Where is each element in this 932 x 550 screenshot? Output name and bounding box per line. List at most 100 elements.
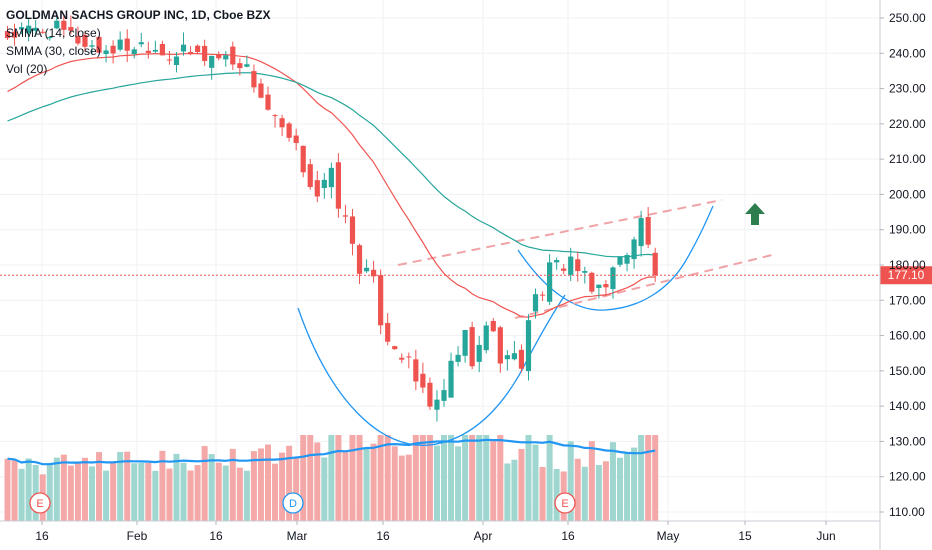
candle-body — [476, 344, 482, 362]
volume-bar — [631, 447, 638, 521]
time-tick-label: 16 — [35, 529, 49, 543]
candle-body — [286, 123, 292, 138]
volume-bar — [384, 435, 391, 521]
volume-bar — [25, 458, 32, 521]
up-arrow-icon — [745, 203, 765, 225]
candle-body — [307, 164, 313, 188]
volume-bar — [356, 435, 363, 521]
volume-bar — [511, 459, 518, 521]
volume-bar — [328, 435, 335, 521]
candle-body — [434, 399, 440, 410]
volume-bar — [243, 470, 250, 521]
candlesticks — [4, 12, 658, 422]
candle-body — [483, 325, 489, 351]
volume-bar — [391, 446, 398, 521]
candle-body — [103, 50, 109, 54]
volume-bar — [405, 454, 412, 521]
event-marker-label: D — [289, 498, 297, 510]
candle-body — [469, 327, 475, 367]
candle-body — [251, 71, 257, 88]
candle-body — [272, 115, 278, 117]
candle-body — [89, 45, 95, 47]
candle-body — [145, 50, 151, 53]
candle-body — [652, 252, 658, 276]
candle-body — [230, 46, 236, 65]
candle-body — [504, 355, 510, 360]
candle-body — [47, 36, 53, 39]
time-axis: 16 Feb 16 Mar 16 Apr 16 May 15 Jun — [0, 520, 880, 543]
candle-body — [371, 269, 377, 277]
candle-body — [40, 31, 46, 33]
volume-bar — [229, 448, 236, 521]
volume-bars — [4, 435, 659, 521]
candle-body — [462, 329, 468, 356]
candle-body — [96, 36, 102, 53]
volume-bar — [53, 457, 60, 521]
volume-bar — [279, 452, 286, 521]
volume-bar — [370, 443, 377, 521]
volume-bar — [265, 444, 271, 521]
volume-bar — [215, 462, 222, 521]
candle-body — [448, 360, 454, 398]
time-tick-label: 16 — [376, 529, 390, 543]
candle-body — [624, 255, 630, 264]
volume-bar — [74, 462, 81, 521]
candle-body — [223, 55, 229, 60]
candle-body — [328, 167, 334, 188]
volume-bar — [624, 453, 631, 521]
volume-bar — [412, 435, 419, 521]
price-axis: 250.00 240.00 230.00 220.00 210.00 200.00 190.… — [879, 0, 926, 550]
legend-smma-30[interactable]: SMMA (30, close) — [6, 44, 101, 58]
candle-body — [19, 27, 25, 30]
candle-body — [131, 49, 137, 55]
volume-bar — [152, 470, 159, 521]
volume-bar — [539, 466, 546, 521]
time-tick-label: 16 — [209, 529, 223, 543]
candle-body — [518, 349, 525, 369]
volume-bar — [180, 462, 187, 521]
volume-bar — [208, 454, 215, 521]
volume-bar — [272, 463, 279, 521]
legend-volume[interactable]: Vol (20) — [6, 62, 48, 76]
volume-bar — [124, 451, 131, 521]
smma-30-line — [7, 72, 656, 258]
candle-body — [490, 320, 496, 332]
volume-bar — [4, 458, 11, 521]
volume-bar — [96, 452, 103, 521]
volume-bar — [81, 457, 88, 521]
time-tick-label: Feb — [127, 529, 148, 543]
volume-bar — [441, 435, 447, 521]
volume-bar — [110, 462, 117, 521]
candle-body — [406, 356, 412, 358]
legend-smma-14[interactable]: SMMA (14, close) — [6, 26, 101, 40]
volume-bar — [546, 435, 553, 521]
candle-body — [420, 373, 426, 388]
volume-bar — [117, 451, 124, 521]
volume-bar — [617, 457, 623, 521]
candle-body — [152, 49, 158, 52]
volume-bar — [236, 467, 243, 521]
candle-body — [209, 55, 215, 68]
smma-lines — [7, 52, 656, 318]
volume-bar — [18, 468, 25, 521]
event-marker-label: E — [561, 498, 568, 510]
candle-body — [342, 215, 349, 217]
volume-bar — [497, 435, 504, 521]
volume-bar — [504, 463, 511, 521]
candle-body — [33, 27, 39, 31]
candle-body — [321, 179, 327, 189]
price-tick-label: 250.00 — [889, 11, 926, 25]
candle-body — [532, 294, 539, 312]
volume-bar — [455, 446, 462, 521]
volume-bar — [67, 465, 74, 521]
volume-bar — [159, 450, 166, 521]
last-price-box — [880, 266, 932, 285]
volume-bar — [103, 470, 110, 521]
candle-body — [11, 31, 18, 38]
time-tick-label: Mar — [287, 529, 308, 543]
volume-bar — [173, 453, 180, 521]
volume-bar — [321, 457, 328, 521]
candle-body — [265, 94, 271, 110]
